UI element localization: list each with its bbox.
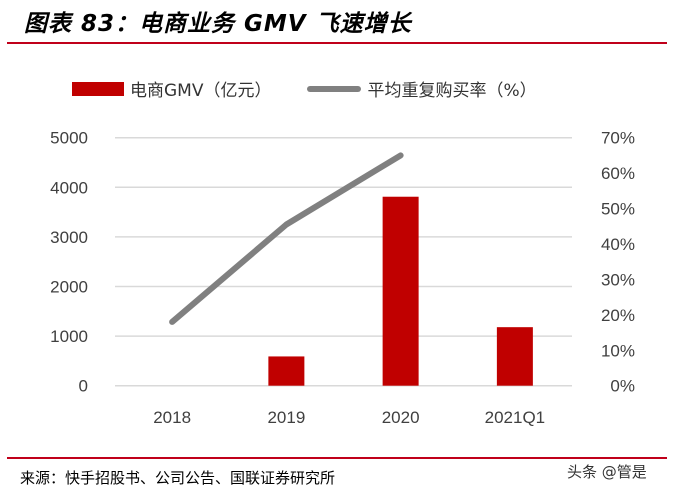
right-tick-label: 70% [601,129,635,148]
right-tick-label: 30% [601,270,635,289]
legend-line-swatch [307,85,362,92]
x-tick-label: 2018 [153,408,191,427]
legend-line-label: 平均重复购买率（%） [367,81,537,101]
x-tick-label: 2020 [382,408,420,427]
bar-2021Q1 [496,327,533,386]
right-tick-label: 60% [601,164,635,183]
legend-bar-swatch [72,81,124,96]
left-tick-label: 5000 [50,129,88,148]
left-tick-label: 1000 [50,327,88,346]
left-tick-label: 4000 [50,178,88,197]
watermark: 头条 @管是 [567,463,647,481]
x-tick-label: 2019 [267,408,305,427]
bar-2020 [382,196,419,386]
source-note: 来源：快手招股书、公司公告、国联证券研究所 [20,469,336,487]
left-tick-label: 3000 [50,228,88,247]
right-tick-label: 0% [610,377,635,396]
bar-2019 [268,356,305,386]
left-tick-label: 0 [79,377,88,396]
legend: 电商GMV（亿元） 平均重复购买率（%） [72,76,537,101]
figure-title: 图表 83：电商业务 GMV 飞速增长 [24,11,412,37]
top-rule [7,42,667,44]
right-tick-label: 50% [601,200,635,219]
left-tick-label: 2000 [50,278,88,297]
right-tick-label: 20% [601,306,635,325]
x-tick-label: 2021Q1 [485,408,546,427]
right-tick-label: 40% [601,235,635,254]
bottom-rule [7,457,667,459]
right-tick-label: 10% [601,341,635,360]
repurchase-rate-line [169,152,404,325]
legend-bar-label: 电商GMV（亿元） [130,81,272,101]
